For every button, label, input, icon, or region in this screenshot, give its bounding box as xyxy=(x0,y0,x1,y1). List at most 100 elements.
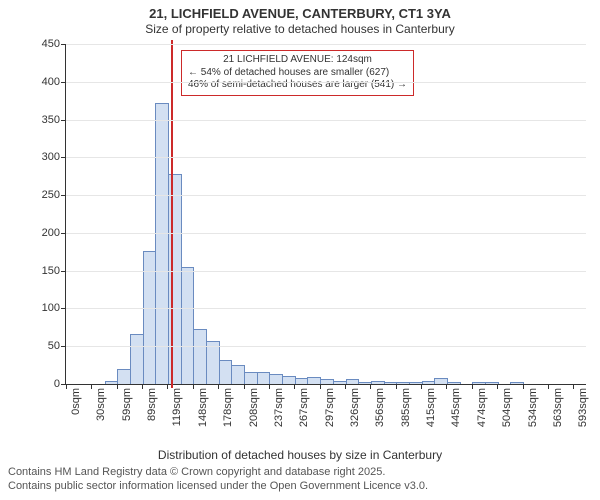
x-tick-mark xyxy=(345,384,346,389)
x-tick-mark xyxy=(523,384,524,389)
histogram-bar xyxy=(181,267,195,384)
x-tick-label: 534sqm xyxy=(527,388,539,427)
x-tick-label: 504sqm xyxy=(501,388,513,427)
histogram-bar xyxy=(295,378,309,384)
histogram-bar xyxy=(257,372,271,384)
x-tick-label: 593sqm xyxy=(577,388,589,427)
y-tick-label: 450 xyxy=(42,38,60,50)
histogram-bar xyxy=(422,381,436,384)
x-tick-mark xyxy=(573,384,574,389)
y-tick-label: 50 xyxy=(48,340,60,352)
y-tick-mark xyxy=(61,233,66,234)
title-line1: 21, LICHFIELD AVENUE, CANTERBURY, CT1 3Y… xyxy=(0,6,600,21)
gridline xyxy=(66,271,586,272)
x-tick-mark xyxy=(446,384,447,389)
histogram-bar xyxy=(282,376,296,384)
histogram-bar xyxy=(371,381,385,384)
y-tick-mark xyxy=(61,44,66,45)
x-tick-mark xyxy=(218,384,219,389)
x-tick-label: 237sqm xyxy=(273,388,285,427)
y-tick-label: 200 xyxy=(42,227,60,239)
x-tick-mark xyxy=(117,384,118,389)
x-tick-label: 297sqm xyxy=(324,388,336,427)
y-tick-label: 300 xyxy=(42,151,60,163)
histogram-bar xyxy=(117,369,131,384)
gridline xyxy=(66,233,586,234)
x-tick-mark xyxy=(244,384,245,389)
x-tick-label: 385sqm xyxy=(400,388,412,427)
x-tick-label: 563sqm xyxy=(552,388,564,427)
y-tick-mark xyxy=(61,308,66,309)
y-tick-mark xyxy=(61,82,66,83)
y-tick-mark xyxy=(61,157,66,158)
title-line2: Size of property relative to detached ho… xyxy=(0,22,600,36)
footer-line2: Contains public sector information licen… xyxy=(8,480,592,492)
x-tick-mark xyxy=(370,384,371,389)
x-tick-label: 119sqm xyxy=(171,388,183,426)
gridline xyxy=(66,44,586,45)
x-tick-mark xyxy=(66,384,67,389)
histogram-bar xyxy=(472,382,486,384)
x-tick-label: 89sqm xyxy=(146,388,158,421)
gridline xyxy=(66,308,586,309)
x-tick-label: 415sqm xyxy=(425,388,437,427)
histogram-bar xyxy=(447,382,461,384)
histogram-bar xyxy=(244,372,258,384)
target-marker-line xyxy=(171,40,173,388)
histogram-bar xyxy=(155,103,169,384)
gridline xyxy=(66,195,586,196)
y-tick-label: 250 xyxy=(42,189,60,201)
x-tick-mark xyxy=(548,384,549,389)
x-tick-mark xyxy=(167,384,168,389)
x-tick-mark xyxy=(320,384,321,389)
y-tick-mark xyxy=(61,271,66,272)
plot-area: 21 LICHFIELD AVENUE: 124sqm ← 54% of det… xyxy=(65,44,586,385)
histogram-bar xyxy=(193,329,207,384)
histogram-bar xyxy=(396,382,410,385)
x-tick-label: 0sqm xyxy=(70,388,82,415)
x-tick-label: 30sqm xyxy=(95,388,107,421)
x-tick-label: 326sqm xyxy=(349,388,361,427)
histogram-bar xyxy=(206,341,220,384)
annotation-line1: 21 LICHFIELD AVENUE: 124sqm xyxy=(188,54,407,67)
x-tick-label: 356sqm xyxy=(374,388,386,427)
histogram-bar xyxy=(346,379,360,384)
x-axis-label: Distribution of detached houses by size … xyxy=(0,448,600,462)
x-tick-mark xyxy=(497,384,498,389)
x-tick-label: 148sqm xyxy=(197,388,209,427)
x-tick-mark xyxy=(396,384,397,389)
histogram-bar xyxy=(219,360,233,384)
y-tick-label: 0 xyxy=(54,378,60,390)
x-tick-label: 178sqm xyxy=(222,388,234,427)
y-tick-mark xyxy=(61,195,66,196)
x-tick-label: 208sqm xyxy=(248,388,260,427)
x-tick-mark xyxy=(193,384,194,389)
y-tick-label: 400 xyxy=(42,76,60,88)
y-tick-label: 150 xyxy=(42,265,60,277)
x-tick-label: 445sqm xyxy=(450,388,462,427)
histogram-bar xyxy=(130,334,144,384)
gridline xyxy=(66,346,586,347)
gridline xyxy=(66,120,586,121)
annotation-box: 21 LICHFIELD AVENUE: 124sqm ← 54% of det… xyxy=(181,50,414,96)
footer-line1: Contains HM Land Registry data © Crown c… xyxy=(8,466,592,478)
histogram-bar xyxy=(269,374,283,384)
chart-container: 21, LICHFIELD AVENUE, CANTERBURY, CT1 3Y… xyxy=(0,0,600,500)
gridline xyxy=(66,82,586,83)
y-tick-mark xyxy=(61,120,66,121)
y-tick-label: 350 xyxy=(42,114,60,126)
histogram-bar xyxy=(307,377,321,384)
y-tick-label: 100 xyxy=(42,302,60,314)
x-tick-label: 474sqm xyxy=(476,388,488,427)
histogram-bar xyxy=(320,379,334,384)
x-tick-label: 267sqm xyxy=(298,388,310,427)
x-tick-mark xyxy=(142,384,143,389)
x-tick-label: 59sqm xyxy=(121,388,133,421)
x-tick-mark xyxy=(421,384,422,389)
gridline xyxy=(66,157,586,158)
x-tick-mark xyxy=(91,384,92,389)
annotation-line2: ← 54% of detached houses are smaller (62… xyxy=(188,67,407,80)
x-tick-mark xyxy=(269,384,270,389)
x-tick-mark xyxy=(472,384,473,389)
histogram-bar xyxy=(231,365,245,384)
